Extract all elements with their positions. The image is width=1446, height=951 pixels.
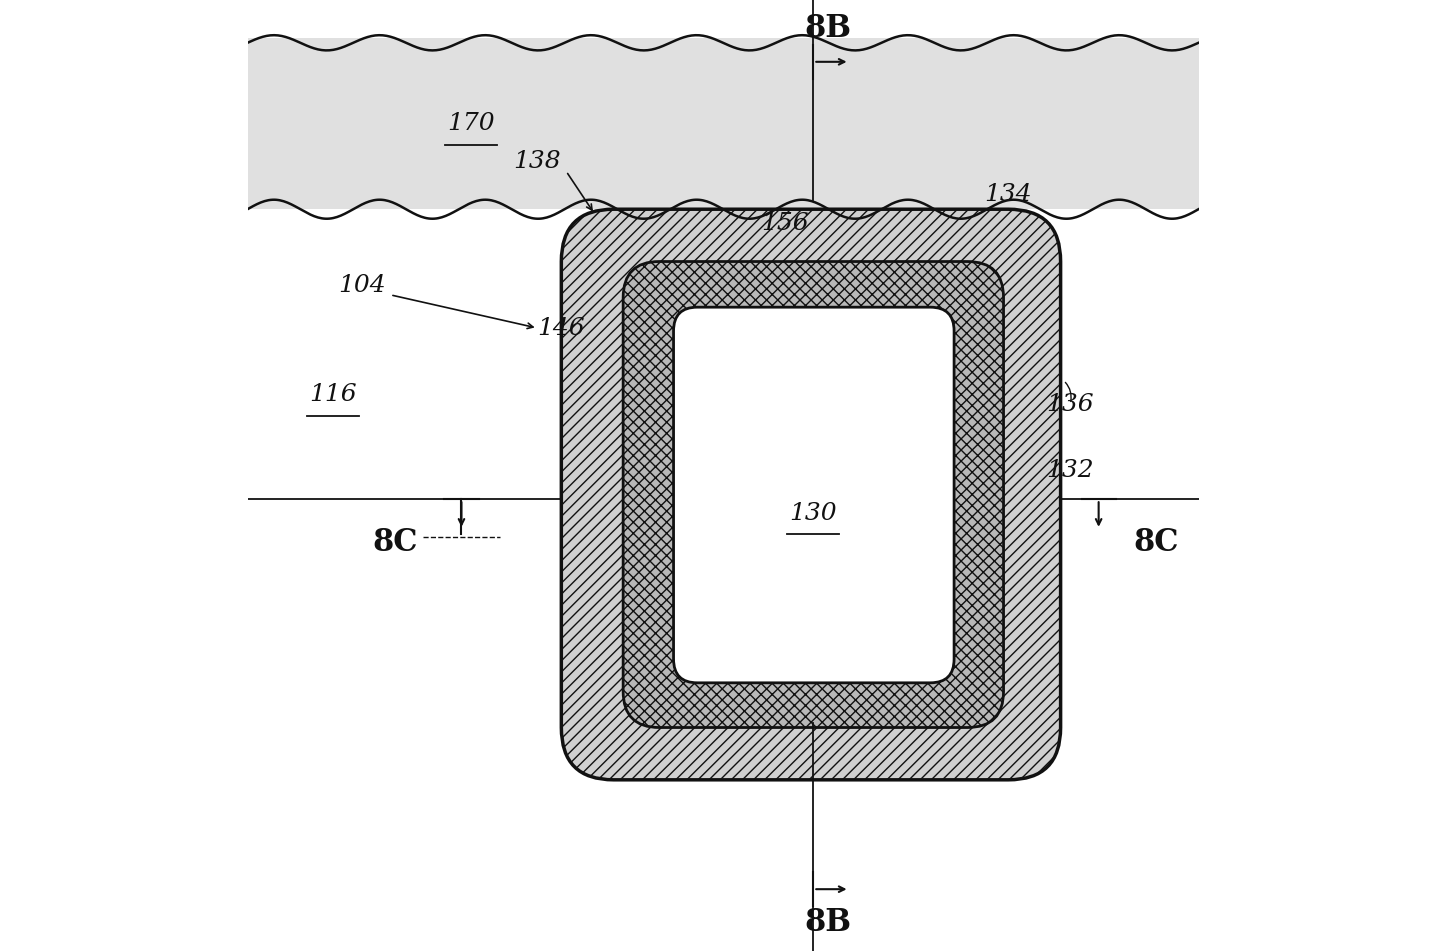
Text: 156: 156: [761, 212, 808, 235]
Text: 116: 116: [309, 383, 357, 406]
Text: 8B: 8B: [804, 13, 852, 44]
Text: 170: 170: [447, 112, 495, 135]
Text: 138: 138: [513, 150, 561, 173]
FancyBboxPatch shape: [561, 209, 1060, 780]
FancyBboxPatch shape: [674, 307, 954, 683]
Text: 146: 146: [538, 317, 586, 340]
Text: 136: 136: [1047, 393, 1095, 416]
Text: 8C: 8C: [1134, 527, 1178, 557]
Text: 132: 132: [1047, 459, 1095, 482]
Text: 8C: 8C: [372, 527, 418, 557]
FancyBboxPatch shape: [623, 262, 1004, 728]
Bar: [247, 38, 1199, 209]
Text: 134: 134: [985, 184, 1032, 206]
Text: 130: 130: [790, 502, 837, 525]
Text: 104: 104: [338, 274, 386, 297]
Text: 8B: 8B: [804, 907, 852, 938]
